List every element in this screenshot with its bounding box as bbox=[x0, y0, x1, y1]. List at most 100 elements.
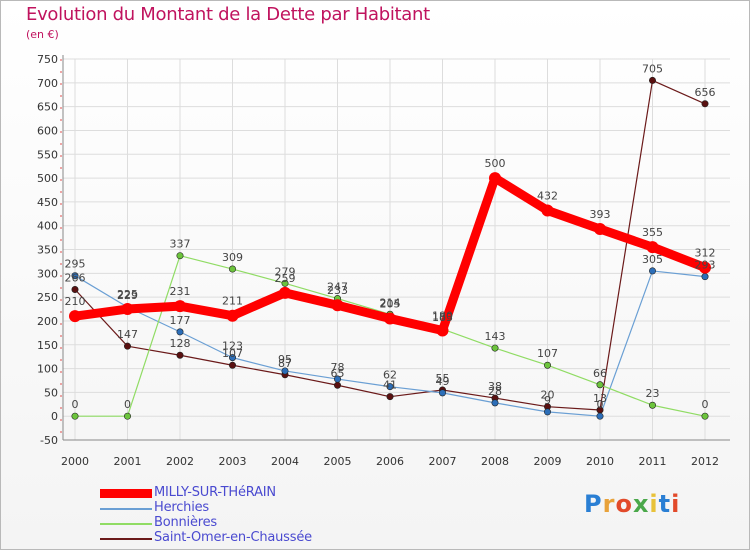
data-point bbox=[701, 273, 709, 281]
y-tick-label: 150 bbox=[37, 339, 58, 352]
data-label: 0 bbox=[124, 398, 131, 411]
data-point bbox=[386, 383, 394, 391]
data-label: 295 bbox=[65, 258, 86, 271]
data-point bbox=[229, 354, 237, 362]
y-tick-label: 550 bbox=[37, 148, 58, 161]
data-label: 123 bbox=[222, 340, 243, 353]
logo-letter: i bbox=[671, 490, 681, 518]
data-label: 128 bbox=[170, 337, 191, 350]
data-label: 305 bbox=[642, 253, 663, 266]
data-label: 309 bbox=[222, 251, 243, 264]
logo-letter: i bbox=[649, 490, 659, 518]
data-point bbox=[279, 286, 291, 299]
data-label: 210 bbox=[65, 295, 86, 308]
data-label: 95 bbox=[278, 353, 292, 366]
data-label: 180 bbox=[432, 309, 453, 322]
data-label: 41 bbox=[383, 379, 397, 392]
data-point bbox=[543, 408, 551, 416]
y-tick-label: 700 bbox=[37, 77, 58, 90]
y-tick-label: 200 bbox=[37, 315, 58, 328]
x-tick-label: 2010 bbox=[586, 455, 614, 468]
data-point bbox=[541, 204, 554, 217]
data-point bbox=[121, 303, 134, 316]
data-label: 432 bbox=[537, 189, 558, 202]
y-tick-label: 0 bbox=[51, 410, 58, 423]
data-label: 78 bbox=[331, 361, 345, 374]
legend-swatch bbox=[100, 489, 152, 498]
data-point bbox=[176, 328, 184, 336]
data-point bbox=[701, 412, 709, 420]
data-label: 143 bbox=[485, 330, 506, 343]
legend-swatch bbox=[100, 508, 152, 510]
data-label: 49 bbox=[436, 375, 450, 388]
data-label: 225 bbox=[117, 288, 138, 301]
data-label: 0 bbox=[597, 398, 604, 411]
x-tick-label: 2011 bbox=[639, 455, 667, 468]
data-point bbox=[491, 344, 499, 352]
data-label: 279 bbox=[275, 265, 296, 278]
data-label: 393 bbox=[590, 208, 611, 221]
legend-label: MILLY-SUR-THéRAIN bbox=[154, 485, 276, 500]
data-point bbox=[596, 381, 604, 389]
data-label: 293 bbox=[695, 259, 716, 272]
data-label: 266 bbox=[65, 272, 86, 285]
data-point bbox=[333, 375, 341, 383]
data-point bbox=[384, 312, 396, 325]
data-point bbox=[281, 279, 289, 287]
data-label: 9 bbox=[544, 394, 551, 407]
data-label: 0 bbox=[702, 398, 709, 411]
y-tick-label: 50 bbox=[44, 386, 58, 399]
data-label: 337 bbox=[170, 238, 191, 251]
y-tick-label: 500 bbox=[37, 172, 58, 185]
data-point bbox=[438, 389, 446, 397]
data-label: 147 bbox=[117, 328, 138, 341]
x-tick-label: 2006 bbox=[376, 455, 404, 468]
y-tick-label: 450 bbox=[37, 196, 58, 209]
data-point bbox=[594, 223, 606, 236]
data-label: 500 bbox=[485, 157, 506, 170]
data-label: 13 bbox=[593, 392, 607, 405]
data-point bbox=[229, 361, 237, 369]
data-point bbox=[229, 265, 237, 273]
x-tick-label: 2009 bbox=[534, 455, 562, 468]
data-point bbox=[699, 261, 711, 274]
x-tick-label: 2001 bbox=[114, 455, 142, 468]
chart-subtitle: (en €) bbox=[26, 28, 59, 41]
data-label: 87 bbox=[278, 357, 292, 370]
y-tick-label: 300 bbox=[37, 267, 58, 280]
legend-swatch bbox=[100, 538, 152, 540]
data-point bbox=[489, 172, 501, 185]
data-label: 231 bbox=[170, 285, 191, 298]
data-point bbox=[648, 267, 656, 275]
logo-letter: t bbox=[658, 490, 672, 518]
y-tick-label: 650 bbox=[37, 101, 58, 114]
logo-letter: P bbox=[584, 490, 603, 518]
data-label: 211 bbox=[222, 295, 243, 308]
data-label: 312 bbox=[695, 247, 716, 260]
legend-label: Saint-Omer-en-Chaussée bbox=[154, 530, 312, 545]
data-point bbox=[71, 272, 79, 280]
data-point bbox=[701, 100, 709, 108]
data-point bbox=[176, 252, 184, 260]
data-point bbox=[176, 351, 184, 359]
data-point bbox=[596, 412, 604, 420]
data-point bbox=[124, 412, 132, 420]
data-point bbox=[71, 286, 79, 294]
legend-label: Herchies bbox=[154, 500, 210, 515]
data-label: 233 bbox=[327, 284, 348, 297]
data-label: 107 bbox=[537, 347, 558, 360]
data-point bbox=[386, 393, 394, 401]
data-label: 62 bbox=[383, 369, 397, 382]
data-label: 66 bbox=[593, 367, 607, 380]
y-tick-label: 400 bbox=[37, 220, 58, 233]
data-label: 183 bbox=[432, 311, 453, 324]
x-tick-label: 2000 bbox=[61, 455, 89, 468]
data-label: 259 bbox=[275, 272, 296, 285]
data-label: 705 bbox=[642, 62, 663, 75]
data-point bbox=[281, 367, 289, 375]
data-point bbox=[331, 299, 344, 312]
y-tick-label: 750 bbox=[37, 53, 58, 66]
logo-letter: x bbox=[632, 490, 650, 518]
y-tick-label: 350 bbox=[37, 244, 58, 257]
